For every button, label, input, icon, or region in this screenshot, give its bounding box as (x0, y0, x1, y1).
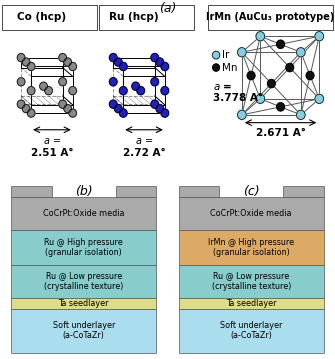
FancyBboxPatch shape (2, 5, 97, 30)
Circle shape (17, 100, 25, 108)
Text: Soft underlayer
(a-CoTaZr): Soft underlayer (a-CoTaZr) (220, 321, 282, 340)
Bar (179, 298, 324, 309)
Circle shape (69, 87, 76, 95)
Circle shape (161, 87, 169, 95)
Circle shape (156, 104, 163, 113)
Circle shape (132, 82, 139, 90)
Circle shape (27, 87, 35, 95)
Text: (c): (c) (243, 185, 260, 198)
Circle shape (256, 32, 265, 41)
Text: IrMn (AuCu₃ prototype): IrMn (AuCu₃ prototype) (206, 12, 335, 22)
Text: $a$ =: $a$ = (135, 136, 153, 146)
Circle shape (161, 62, 169, 71)
Circle shape (296, 110, 305, 120)
Circle shape (27, 109, 35, 117)
Text: Ru @ Low pressure
(crystalline texture): Ru @ Low pressure (crystalline texture) (212, 272, 291, 291)
Text: 2.671 A°: 2.671 A° (256, 128, 306, 138)
Circle shape (212, 51, 220, 59)
Circle shape (17, 78, 25, 86)
Circle shape (238, 110, 246, 120)
Bar (116, 186, 156, 197)
Text: CoCrPt:Oxide media: CoCrPt:Oxide media (210, 209, 292, 218)
Circle shape (64, 104, 72, 113)
Circle shape (315, 32, 324, 41)
Bar (179, 186, 219, 197)
Text: 2.51 A°: 2.51 A° (31, 148, 73, 158)
Text: Co (hcp): Co (hcp) (17, 12, 66, 22)
Circle shape (119, 87, 127, 95)
Text: Mn: Mn (222, 62, 237, 73)
Circle shape (151, 53, 159, 62)
Circle shape (109, 78, 117, 86)
Circle shape (17, 53, 25, 62)
Circle shape (69, 109, 76, 117)
Text: $a$ =: $a$ = (43, 136, 61, 146)
FancyBboxPatch shape (208, 5, 333, 30)
Circle shape (277, 103, 284, 111)
Circle shape (59, 100, 66, 108)
FancyBboxPatch shape (99, 5, 194, 30)
Circle shape (151, 100, 159, 108)
Bar (11, 197, 156, 230)
Circle shape (156, 58, 163, 66)
Circle shape (59, 78, 66, 86)
Bar (11, 265, 156, 298)
Text: 2.72 A°: 2.72 A° (123, 148, 165, 158)
Circle shape (119, 109, 127, 117)
Circle shape (119, 62, 127, 71)
Circle shape (247, 71, 255, 80)
Text: Ru @ High pressure
(granular isolation): Ru @ High pressure (granular isolation) (44, 238, 123, 257)
Circle shape (64, 58, 72, 66)
Bar (283, 186, 324, 197)
Circle shape (22, 58, 30, 66)
Circle shape (40, 82, 48, 90)
Text: Ta seedlayer: Ta seedlayer (226, 299, 276, 308)
Bar (11, 186, 52, 197)
Bar (179, 309, 324, 353)
Text: (a): (a) (159, 2, 176, 15)
Bar (179, 265, 324, 298)
Text: IrMn @ High pressure
(granular isolation): IrMn @ High pressure (granular isolation… (208, 238, 294, 257)
Circle shape (213, 64, 219, 71)
Circle shape (137, 87, 145, 95)
Circle shape (256, 94, 265, 103)
Text: Ru @ Low pressure
(crystalline texture): Ru @ Low pressure (crystalline texture) (44, 272, 123, 291)
Circle shape (109, 53, 117, 62)
Text: Ir: Ir (222, 50, 229, 60)
Circle shape (114, 58, 122, 66)
Circle shape (45, 87, 52, 95)
Text: (b): (b) (75, 185, 92, 198)
Bar (179, 197, 324, 230)
Circle shape (114, 104, 122, 113)
Circle shape (296, 48, 305, 57)
Circle shape (286, 64, 294, 72)
Circle shape (161, 109, 169, 117)
Circle shape (277, 40, 284, 48)
Circle shape (27, 62, 35, 71)
Circle shape (306, 71, 314, 80)
Circle shape (22, 104, 30, 113)
Bar (11, 230, 156, 265)
Bar (179, 230, 324, 265)
Text: Soft underlayer
(a-CoTaZr): Soft underlayer (a-CoTaZr) (53, 321, 115, 340)
Bar (11, 298, 156, 309)
Circle shape (69, 62, 76, 71)
Text: Ta seedlayer: Ta seedlayer (59, 299, 109, 308)
Circle shape (267, 79, 275, 88)
Text: $a$ =
3.778 A°: $a$ = 3.778 A° (213, 82, 263, 103)
Circle shape (315, 94, 324, 103)
Text: CoCrPt:Oxide media: CoCrPt:Oxide media (43, 209, 125, 218)
Circle shape (59, 53, 66, 62)
Circle shape (238, 48, 246, 57)
Text: Ru (hcp): Ru (hcp) (109, 12, 159, 22)
Bar (11, 309, 156, 353)
Circle shape (109, 100, 117, 108)
Circle shape (151, 78, 159, 86)
